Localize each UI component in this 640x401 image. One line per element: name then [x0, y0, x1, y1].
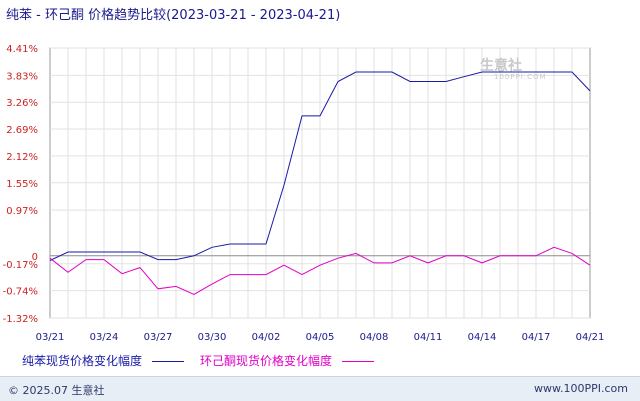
series-line-2	[49, 246, 591, 295]
y-tick-label: 3.83%	[6, 71, 38, 82]
watermark: 生意社 100PPI.COM	[480, 55, 547, 81]
y-tick-label: -1.32%	[3, 314, 38, 325]
legend-label-1: 纯苯现货价格变化幅度	[22, 354, 143, 368]
x-tick-label: 04/11	[414, 332, 443, 343]
x-tick-label: 04/21	[576, 332, 605, 343]
series-line-1	[49, 71, 591, 261]
x-tick-label: 03/24	[90, 332, 119, 343]
footer-url[interactable]: www.100PPI.com	[534, 382, 628, 395]
x-tick-label: 04/02	[252, 332, 281, 343]
x-tick-label: 04/08	[360, 332, 389, 343]
footer: © 2025.07 生意社 www.100PPI.com	[0, 376, 640, 401]
y-tick-label: 0	[32, 252, 38, 263]
y-tick-label: 3.26%	[6, 98, 38, 109]
title-range: (2023-03-21 - 2023-04-21)	[166, 8, 341, 23]
y-tick-label: 4.41%	[6, 44, 38, 55]
y-tick-label: 2.12%	[6, 152, 38, 163]
legend-series-2: 环己酮现货价格变化幅度	[200, 352, 375, 369]
y-tick-label: 0.97%	[6, 206, 38, 217]
legend-series-1: 纯苯现货价格变化幅度	[22, 352, 185, 369]
x-tick-label: 03/21	[36, 332, 65, 343]
watermark-sub: 100PPI.COM	[494, 73, 547, 81]
x-tick-label: 04/14	[468, 332, 497, 343]
watermark-logo-text: 生意社	[480, 58, 522, 74]
x-tick-label: 04/05	[306, 332, 335, 343]
title-product: 纯苯 - 环己酮 价格趋势比较	[6, 8, 167, 23]
y-tick-label: -0.74%	[3, 287, 38, 298]
legend-label-2: 环己酮现货价格变化幅度	[200, 354, 333, 368]
legend-swatch-2	[342, 361, 375, 362]
x-tick-label: 03/30	[198, 332, 227, 343]
y-tick-label: -0.17%	[3, 260, 38, 271]
x-tick-label: 04/17	[522, 332, 551, 343]
chart-title: 纯苯 - 环己酮 价格趋势比较(2023-03-21 - 2023-04-21)	[6, 4, 340, 23]
y-tick-label: 2.69%	[6, 125, 38, 136]
legend-swatch-1	[152, 361, 185, 362]
footer-copyright: © 2025.07 生意社	[8, 384, 105, 397]
y-tick-label: 1.55%	[6, 179, 38, 190]
x-tick-label: 03/27	[144, 332, 173, 343]
